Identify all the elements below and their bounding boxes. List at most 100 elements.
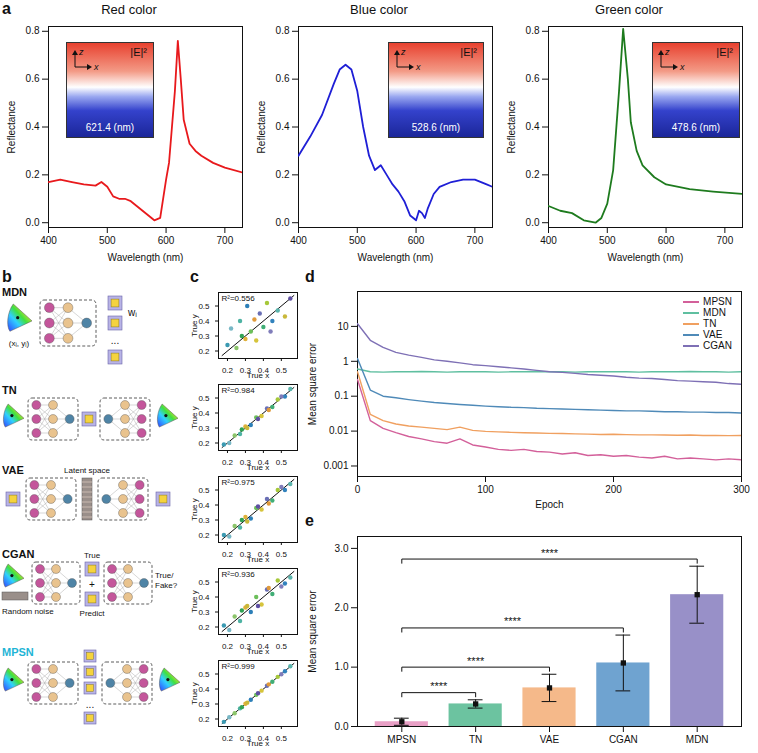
svg-text:0.4: 0.4 [276, 121, 290, 132]
svg-text:0.5: 0.5 [276, 734, 288, 743]
svg-text:0.01: 0.01 [329, 425, 349, 436]
svg-text:True y: True y [190, 590, 199, 612]
svg-text:0.2: 0.2 [198, 715, 210, 724]
svg-text:0.2: 0.2 [276, 169, 290, 180]
svg-text:1: 1 [343, 355, 349, 366]
svg-text:400: 400 [40, 235, 57, 246]
svg-text:0.5: 0.5 [198, 394, 210, 403]
svg-text:z: z [78, 47, 84, 57]
svg-text:True x: True x [247, 555, 269, 564]
svg-text:0.2: 0.2 [198, 347, 210, 356]
svg-text:0.6: 0.6 [526, 73, 540, 84]
svg-text:x: x [679, 62, 685, 72]
svg-text:0.4: 0.4 [198, 317, 210, 326]
svg-text:0.5: 0.5 [198, 578, 210, 587]
svg-text:700: 700 [717, 235, 734, 246]
svg-text:0.3: 0.3 [198, 516, 210, 525]
svg-text:Wavelength (nm): Wavelength (nm) [358, 252, 434, 263]
svg-text:TN: TN [469, 734, 482, 745]
svg-text:CGAN: CGAN [609, 734, 638, 745]
svg-text:0.2: 0.2 [526, 169, 540, 180]
svg-text:1.0: 1.0 [335, 661, 349, 672]
svg-text:300: 300 [733, 484, 750, 495]
svg-text:Reflectance: Reflectance [256, 100, 267, 153]
svg-text:True: True [84, 551, 101, 560]
svg-text:(xᵢ, yᵢ): (xᵢ, yᵢ) [9, 339, 30, 348]
svg-text:2.0: 2.0 [335, 602, 349, 613]
svg-text:0.5: 0.5 [276, 642, 288, 651]
svg-text:0: 0 [355, 484, 361, 495]
svg-text:0.0: 0.0 [26, 217, 40, 228]
svg-text:MDN: MDN [686, 734, 709, 745]
svg-text:MDN: MDN [2, 286, 27, 298]
svg-text:200: 200 [605, 484, 622, 495]
svg-text:****: **** [467, 655, 485, 667]
svg-text:0.6: 0.6 [276, 73, 290, 84]
svg-text:500: 500 [349, 235, 366, 246]
svg-text:700: 700 [467, 235, 484, 246]
svg-text:700: 700 [217, 235, 234, 246]
svg-text:0.3: 0.3 [198, 424, 210, 433]
svg-text:True y: True y [190, 682, 199, 704]
svg-text:0.4: 0.4 [198, 685, 210, 694]
svg-text:0.2: 0.2 [222, 458, 234, 467]
svg-text:Epoch: Epoch [535, 499, 563, 510]
svg-text:10: 10 [337, 321, 349, 332]
svg-text:0.2: 0.2 [198, 623, 210, 632]
svg-text:x: x [415, 62, 421, 72]
svg-text:Mean square error: Mean square error [307, 342, 318, 425]
svg-text:True x: True x [247, 371, 269, 380]
svg-text:0.3: 0.3 [198, 332, 210, 341]
svg-text:0.3: 0.3 [198, 700, 210, 709]
svg-text:0.5: 0.5 [276, 458, 288, 467]
svg-text:0.4: 0.4 [198, 501, 210, 510]
svg-text:True y: True y [190, 498, 199, 520]
svg-text:wᵢ: wᵢ [127, 307, 137, 318]
svg-text:100: 100 [477, 484, 494, 495]
svg-text:R²=0.975: R²=0.975 [222, 478, 256, 487]
svg-text:True x: True x [247, 739, 269, 748]
svg-text:0.001: 0.001 [323, 460, 348, 471]
svg-text:600: 600 [408, 235, 425, 246]
svg-text:3.0: 3.0 [335, 543, 349, 554]
svg-text:True y: True y [190, 406, 199, 428]
svg-text:0.5: 0.5 [198, 486, 210, 495]
svg-text:600: 600 [658, 235, 675, 246]
svg-text:0.5: 0.5 [276, 550, 288, 559]
svg-text:0.5: 0.5 [198, 670, 210, 679]
svg-text:0.4: 0.4 [198, 409, 210, 418]
svg-text:0.1: 0.1 [335, 390, 349, 401]
svg-text:0.2: 0.2 [222, 550, 234, 559]
svg-text:True x: True x [247, 463, 269, 472]
svg-text:Predict: Predict [80, 609, 106, 618]
svg-text:...: ... [111, 335, 119, 346]
svg-text:0.2: 0.2 [26, 169, 40, 180]
svg-text:0.2: 0.2 [198, 439, 210, 448]
svg-text:400: 400 [290, 235, 307, 246]
svg-text:MPSN: MPSN [2, 646, 34, 658]
svg-text:0.4: 0.4 [526, 121, 540, 132]
svg-text:True x: True x [247, 647, 269, 656]
svg-text:****: **** [430, 680, 448, 692]
svg-text:R²=0.999: R²=0.999 [222, 662, 256, 671]
svg-text:+: + [89, 579, 95, 590]
svg-text:Latent space: Latent space [64, 466, 110, 475]
svg-text:True/: True/ [155, 571, 174, 580]
svg-text:z: z [400, 47, 406, 57]
svg-text:400: 400 [540, 235, 557, 246]
svg-text:0.4: 0.4 [26, 121, 40, 132]
svg-text:R²=0.936: R²=0.936 [222, 570, 256, 579]
svg-text:0.5: 0.5 [198, 302, 210, 311]
svg-text:0.2: 0.2 [222, 642, 234, 651]
svg-text:Wavelength (nm): Wavelength (nm) [108, 252, 184, 263]
svg-text:0.8: 0.8 [276, 25, 290, 36]
svg-text:0.0: 0.0 [335, 721, 349, 732]
svg-text:...: ... [86, 699, 94, 710]
svg-text:500: 500 [99, 235, 116, 246]
svg-text:VAE: VAE [2, 464, 24, 476]
svg-text:True y: True y [190, 314, 199, 336]
svg-text:VAE: VAE [540, 734, 560, 745]
svg-text:Fake?: Fake? [155, 581, 178, 590]
svg-text:z: z [664, 47, 670, 57]
svg-text:0.8: 0.8 [26, 25, 40, 36]
